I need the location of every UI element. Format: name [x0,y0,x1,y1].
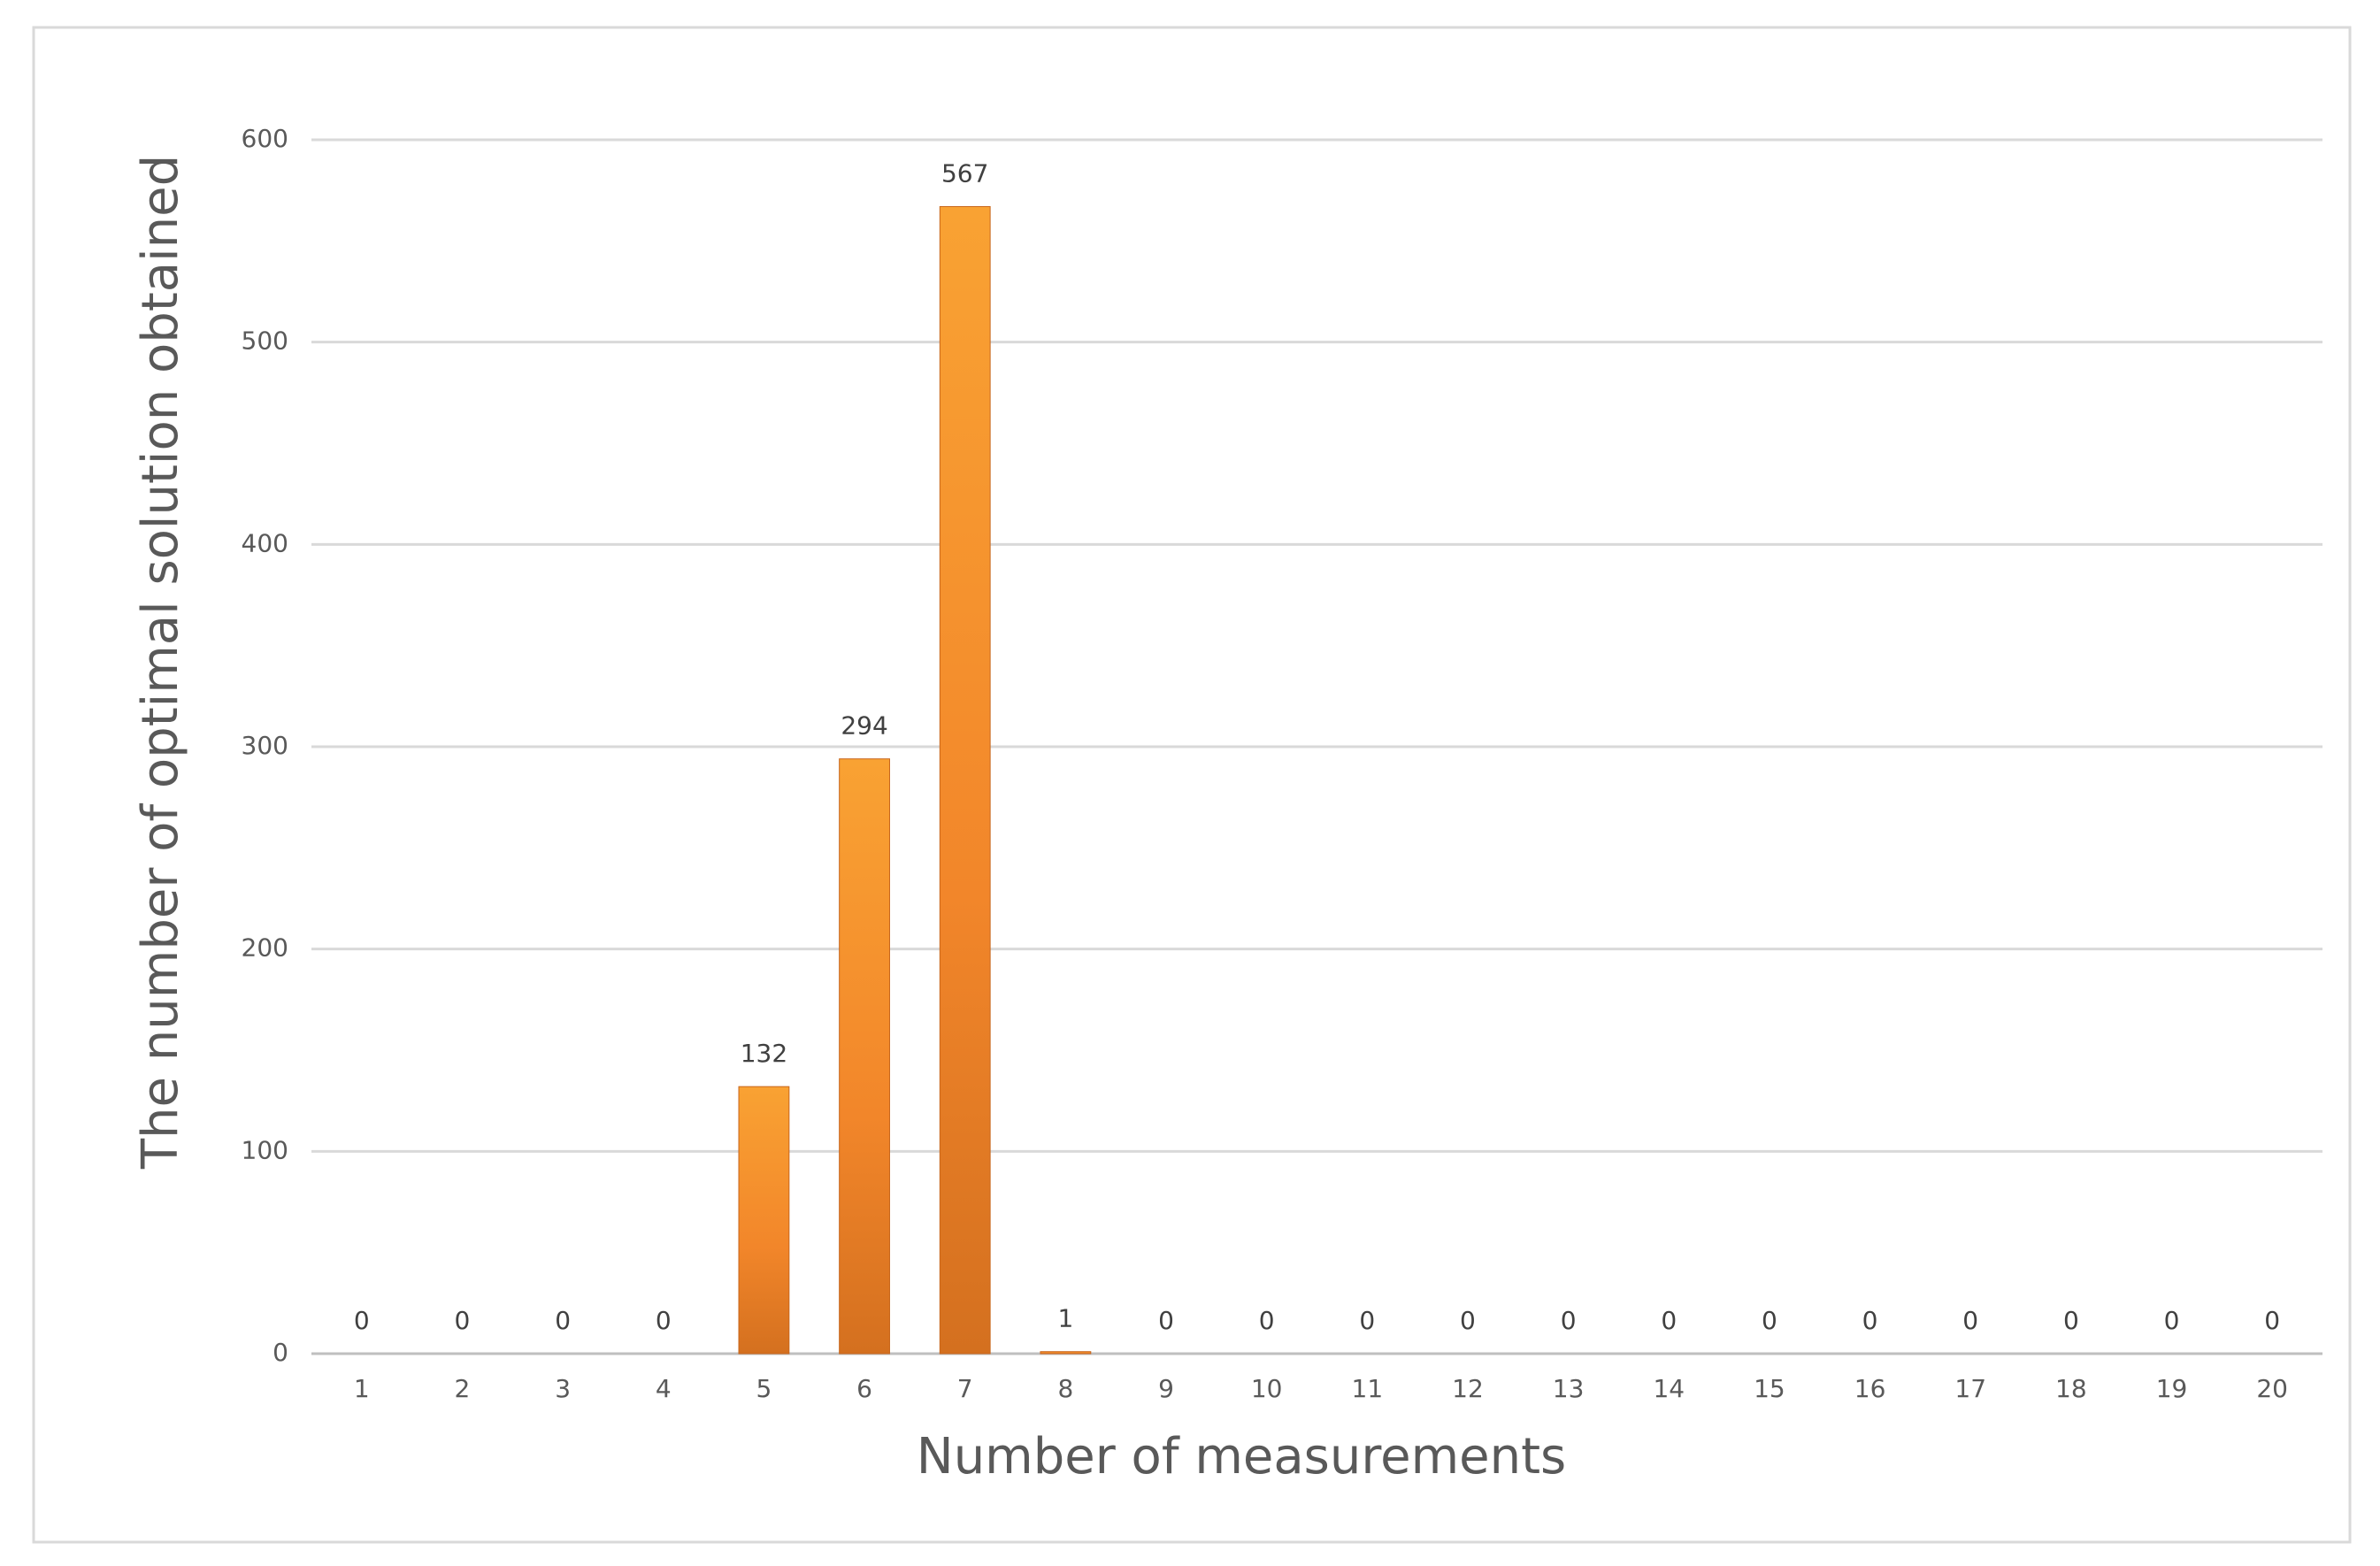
y-tick-label: 200 [242,933,288,963]
data-label: 0 [1661,1306,1677,1335]
x-tick-label: 6 [856,1374,872,1403]
bar [939,205,991,1355]
x-tick-label: 4 [656,1374,672,1403]
x-tick-label: 7 [957,1374,973,1403]
x-tick-label: 10 [1251,1374,1283,1403]
data-label: 294 [841,711,887,741]
data-label: 0 [1460,1306,1476,1335]
x-axis-title: Number of measurements [917,1428,1566,1485]
x-tick-label: 18 [2055,1374,2087,1403]
data-label: 0 [656,1306,672,1335]
chart-border [32,26,2352,1544]
x-tick-label: 8 [1057,1374,1073,1403]
x-tick-label: 13 [1553,1374,1585,1403]
x-tick-label: 11 [1352,1374,1384,1403]
data-label: 567 [941,158,988,188]
x-tick-label: 5 [756,1374,772,1403]
data-label: 1 [1057,1304,1073,1333]
x-tick-label: 3 [555,1374,571,1403]
data-label: 0 [555,1306,571,1335]
data-label: 0 [2164,1306,2180,1335]
data-label: 0 [1962,1306,1978,1335]
data-label: 0 [455,1306,471,1335]
x-tick-label: 12 [1452,1374,1484,1403]
x-tick-label: 1 [354,1374,370,1403]
data-label: 132 [741,1039,787,1068]
x-tick-label: 2 [455,1374,471,1403]
y-tick-label: 600 [242,124,288,153]
x-tick-label: 20 [2256,1374,2288,1403]
x-tick-label: 17 [1954,1374,1986,1403]
x-tick-label: 19 [2156,1374,2188,1403]
y-tick-label: 300 [242,731,288,760]
data-label: 0 [354,1306,370,1335]
bar [738,1086,790,1355]
data-label: 0 [1561,1306,1577,1335]
x-tick-label: 15 [1754,1374,1785,1403]
x-tick-label: 16 [1854,1374,1886,1403]
y-tick-label: 500 [242,326,288,356]
data-label: 0 [1259,1306,1275,1335]
data-label: 0 [1762,1306,1777,1335]
x-tick-label: 9 [1158,1374,1174,1403]
y-axis-title: The number of optimal solution obtained [132,155,189,1170]
data-label: 0 [1862,1306,1878,1335]
y-tick-label: 400 [242,528,288,557]
bar [1040,1351,1092,1355]
x-tick-label: 14 [1653,1374,1685,1403]
y-tick-label: 100 [242,1135,288,1164]
y-tick-label: 0 [273,1338,288,1367]
data-label: 0 [2264,1306,2280,1335]
bar [839,758,890,1355]
data-label: 0 [2063,1306,2079,1335]
data-label: 0 [1158,1306,1174,1335]
data-label: 0 [1359,1306,1375,1335]
